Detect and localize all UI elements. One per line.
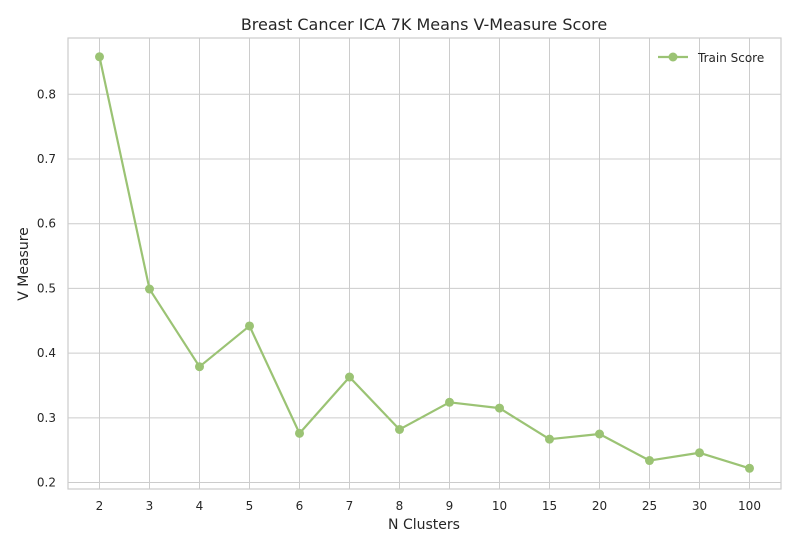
legend-label: Train Score [697, 51, 764, 65]
data-point [395, 424, 404, 434]
y-tick-label: 0.7 [37, 152, 56, 166]
y-tick-label: 0.2 [37, 476, 56, 490]
y-tick-label: 0.6 [37, 217, 56, 231]
x-tick-label: 20 [592, 499, 607, 513]
legend-marker [668, 52, 678, 62]
y-tick-label: 0.4 [37, 346, 56, 360]
x-tick-label: 3 [146, 499, 154, 513]
x-tick-label: 7 [346, 499, 354, 513]
y-tick-label: 0.3 [37, 411, 56, 425]
y-tick-label: 0.8 [37, 87, 56, 101]
data-point [545, 434, 554, 444]
data-point [295, 428, 304, 438]
data-point [345, 372, 354, 382]
series-line [98, 56, 750, 470]
x-tick-label: 15 [542, 499, 557, 513]
x-tick-label: 4 [196, 499, 204, 513]
x-tick-label: 8 [396, 499, 404, 513]
data-point [695, 448, 704, 458]
plot-frame [67, 37, 782, 490]
data-point [195, 362, 204, 372]
data-point [595, 429, 604, 439]
x-tick-label: 9 [446, 499, 454, 513]
data-point [645, 456, 654, 466]
chart-title: Breast Cancer ICA 7K Means V-Measure Sco… [241, 15, 607, 34]
x-tick-label: 100 [738, 499, 761, 513]
data-point [95, 52, 104, 62]
x-tick-label: 2 [96, 499, 104, 513]
data-point [145, 284, 154, 294]
x-axis-title: N Clusters [388, 517, 460, 533]
data-point [445, 397, 454, 407]
y-tick-label: 0.5 [37, 281, 56, 295]
x-tick-label: 10 [492, 499, 507, 513]
x-tick-label: 6 [296, 499, 304, 513]
x-tick-label: 5 [246, 499, 254, 513]
y-axis-title: V Measure [16, 227, 32, 301]
x-tick-label: 30 [692, 499, 707, 513]
data-point [245, 321, 254, 331]
plot-area: 2 3 4 5 6 7 8 9 10 15 20 25 30 100 0.2 0.3 0.4 0.5 0.6 0.7 0… [37, 37, 782, 513]
data-point [495, 403, 504, 413]
data-point [745, 463, 754, 473]
legend: Train Score [658, 51, 764, 65]
x-tick-label: 25 [642, 499, 657, 513]
